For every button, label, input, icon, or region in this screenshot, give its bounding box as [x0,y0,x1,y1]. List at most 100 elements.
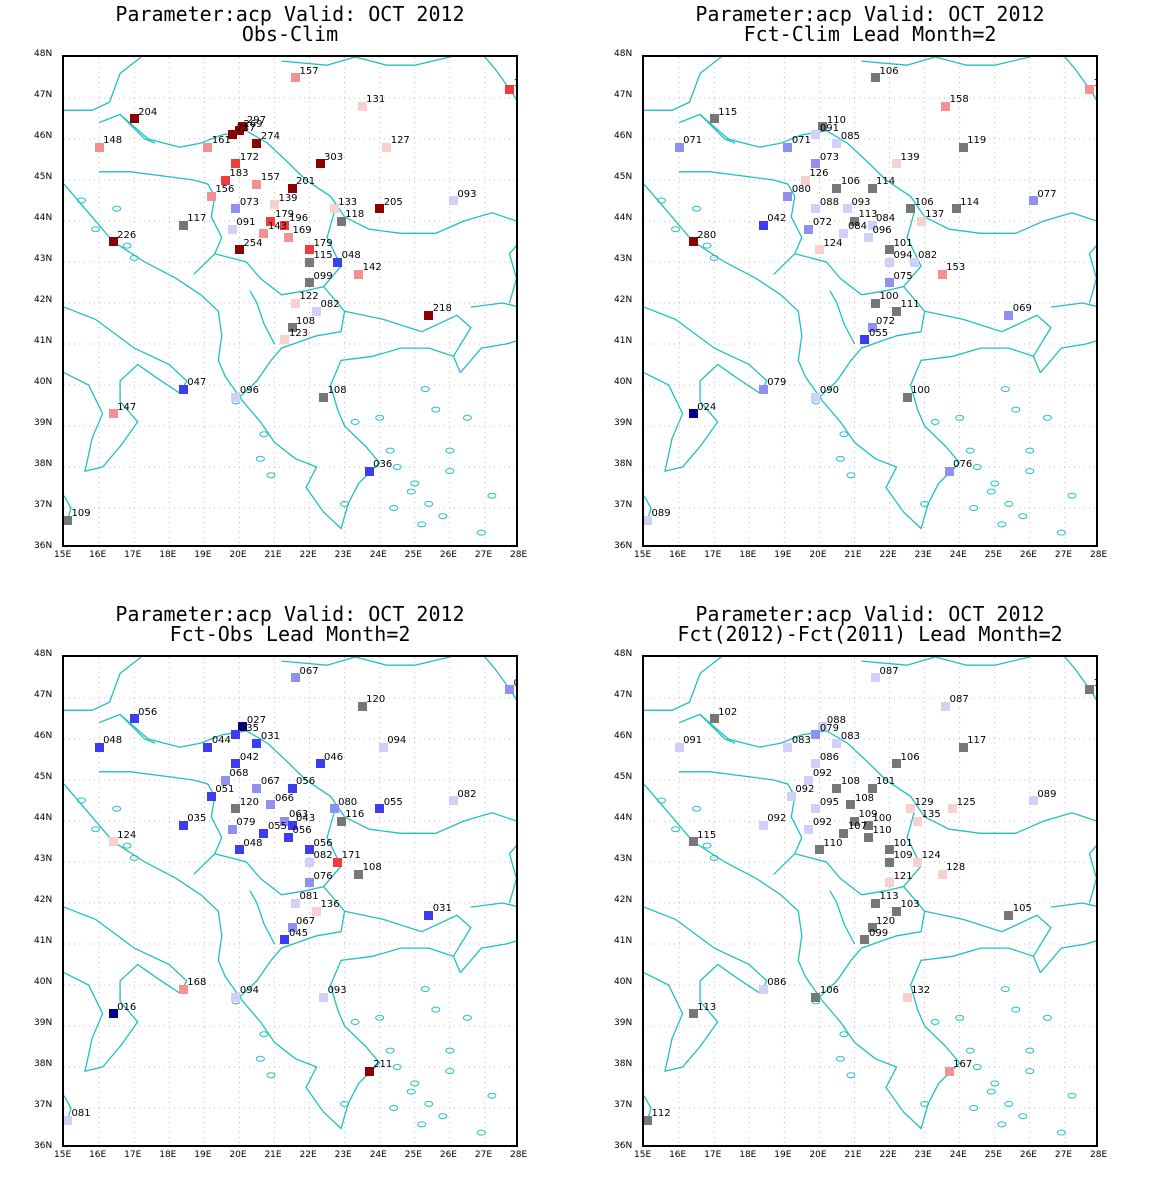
station-value-label: 072 [876,315,896,327]
station-marker [832,783,842,793]
station-value-label: 280 [697,229,717,241]
lon-tick-label: 23E [334,1150,352,1160]
station-value-label: 107 [847,821,868,833]
station-value-label: 085 [840,131,861,143]
station-marker [287,323,297,333]
station-marker [941,701,951,711]
station-marker [811,204,821,214]
lat-tick-label: 41N [614,936,633,946]
station-marker [357,701,367,711]
station-value-label: 082 [918,250,938,261]
station-marker [814,245,824,255]
station-value-label: 086 [819,751,839,763]
lon-tick-label: 22E [299,550,317,560]
station-marker [354,269,364,279]
station-value-label: 105 [1012,903,1032,915]
station-marker [786,791,796,801]
lat-tick-label: 48N [614,649,633,659]
station-value-label: 128 [946,862,966,874]
station-marker [951,204,961,214]
lon-tick-label: 20E [809,550,827,560]
lat-tick-label: 46N [614,131,633,141]
station-value-label: 055 [267,821,288,833]
lon-tick-label: 21E [264,550,282,560]
station-value-label: 091 [236,217,256,229]
lat-tick-label: 45N [34,172,53,182]
station-value-label: 118 [345,209,365,220]
station-marker [504,685,514,695]
station-value-label: 171 [341,850,361,861]
station-value-label: 093 [851,196,871,208]
station-value-label: 048 [341,250,361,261]
station-value-label: 089 [651,508,671,520]
station-value-label: 102 [718,706,738,718]
station-value-label: 069 [1012,303,1032,315]
lat-tick-label: 41N [34,336,53,346]
lat-tick-label: 44N [34,813,53,823]
station-value-label: 169 [292,225,312,237]
lat-tick-label: 41N [614,336,633,346]
station-value-label: 106 [879,65,899,77]
lat-tick-label: 43N [614,854,633,864]
station-value-label: 092 [795,784,815,796]
station-marker [319,392,329,402]
station-value-label: 108 [296,315,316,327]
station-marker [312,306,322,316]
station-value-label: 204 [138,106,158,118]
station-value-label: 027 [246,714,266,726]
station-marker [206,791,216,801]
station-marker [804,224,814,234]
map-basemap [64,57,516,545]
station-marker [688,837,698,846]
station-marker [783,142,793,152]
station-value-label: 036 [373,459,393,471]
station-value-label: 106 [840,176,861,188]
station-marker [129,114,139,123]
lon-tick-label: 19E [194,1150,212,1160]
map-basemap [644,57,1096,545]
station-marker [375,804,385,814]
station-marker [287,923,297,933]
station-marker [906,804,916,814]
lat-tick-label: 46N [34,731,53,741]
station-value-label: 201 [296,176,316,188]
station-marker [948,804,958,814]
station-value-label: 274 [260,131,281,143]
lat-tick-label: 47N [614,90,633,100]
lat-tick-label: 36N [34,1141,53,1151]
station-value-label: 115 [697,829,717,841]
station-marker [871,73,880,82]
lat-tick-label: 43N [614,254,633,264]
station-value-label: 156 [215,184,235,196]
station-marker [1084,85,1094,95]
station-value-label: 016 [117,1001,137,1013]
lat-tick-label: 41N [34,936,53,946]
station-value-label: 109 [71,508,91,520]
station-marker [902,992,912,1002]
lon-tick-label: 24E [369,1150,387,1160]
station-value-label: 072 [812,217,832,229]
station-marker [1004,910,1014,920]
station-value-label: 211 [373,1059,393,1071]
station-marker [688,1009,698,1019]
station-value-label: 129 [914,796,934,808]
lat-tick-label: 45N [614,172,633,182]
station-value-label: 086 [767,977,787,989]
station-value-label: 101 [893,837,913,849]
station-marker [832,138,842,148]
station-value-label: 035 [239,722,259,734]
lat-tick-label: 39N [614,418,633,428]
station-value-label: 196 [288,213,309,225]
station-value-label: 067 [299,665,319,677]
station-marker [234,245,244,255]
station-marker [259,828,269,838]
lon-tick-label: 16E [89,550,107,560]
station-value-label: 084 [876,213,896,225]
station-value-label: 198 [513,78,516,89]
lat-tick-label: 42N [614,295,633,305]
lon-tick-label: 20E [229,1150,247,1160]
station-marker [783,191,793,201]
station-value-label: 031 [260,731,281,743]
station-value-label: 112 [651,1108,671,1120]
station-value-label: 088 [819,196,839,208]
